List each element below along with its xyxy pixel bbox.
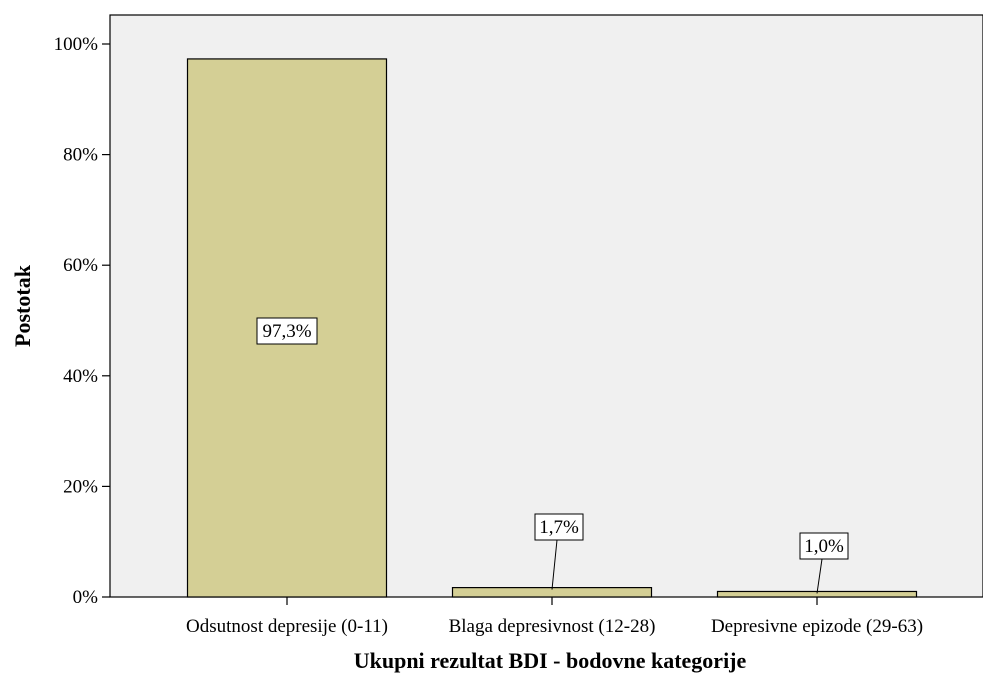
data-label: 1,7% — [539, 517, 579, 538]
data-labels-group: 97,3% 1,7% 1,0% — [256, 317, 849, 594]
y-axis: 0% 20% 40% 60% 80% 100% — [54, 34, 110, 608]
x-tick-label: Depresivne epizode (29-63) — [711, 616, 923, 637]
y-tick-label: 40% — [63, 366, 98, 387]
x-axis-title: Ukupni rezultat BDI - bodovne kategorije — [354, 648, 747, 673]
data-label-leader — [551, 539, 558, 590]
data-label: 97,3% — [262, 321, 311, 342]
data-label-box — [534, 513, 584, 541]
x-tick-label: Blaga depresivnost (12-28) — [449, 616, 656, 637]
data-label-box — [256, 317, 318, 345]
y-tick-label: 60% — [63, 255, 98, 276]
x-tick-label: Odsutnost depresije (0-11) — [186, 616, 388, 637]
y-tick-label: 80% — [63, 145, 98, 166]
data-label-box — [799, 532, 849, 560]
x-axis: Odsutnost depresije (0-11) Blaga depresiv… — [186, 597, 923, 637]
data-label-leader — [816, 558, 823, 594]
data-label: 1,0% — [804, 536, 844, 557]
y-tick-label: 20% — [63, 476, 98, 497]
y-tick-label: 100% — [54, 34, 99, 55]
y-axis-title: Postotak — [10, 264, 35, 347]
y-tick-label: 0% — [73, 587, 99, 608]
